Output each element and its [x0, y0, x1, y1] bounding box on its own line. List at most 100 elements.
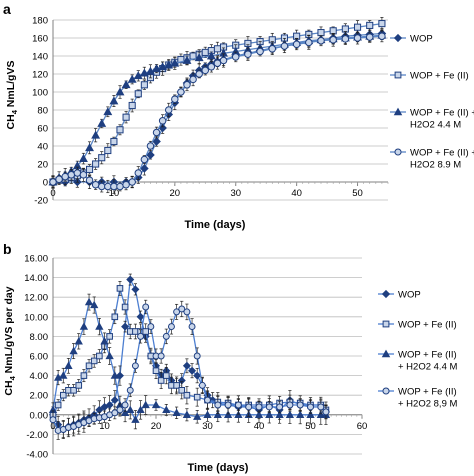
data-point — [353, 34, 362, 42]
data-point — [195, 70, 203, 78]
data-point — [280, 42, 289, 50]
y-tick-label: 4.00 — [30, 371, 49, 382]
legend-label: WOP + Fe (II) — [398, 320, 457, 331]
data-point — [152, 137, 161, 146]
legend-label: WOP + Fe (II) + — [410, 148, 474, 159]
data-point — [79, 153, 88, 162]
data-point — [158, 62, 168, 71]
data-point — [162, 332, 170, 340]
data-point — [61, 172, 69, 181]
x-tick-label: 50 — [305, 421, 316, 432]
data-point — [115, 371, 124, 380]
data-point — [193, 352, 201, 360]
panel-b-series — [48, 273, 331, 440]
data-point — [285, 410, 295, 418]
data-point — [245, 403, 253, 411]
data-point — [219, 56, 228, 65]
data-point — [157, 352, 165, 360]
data-point — [178, 386, 186, 394]
data-point — [73, 169, 82, 177]
legend-label: WOP + Fe (II) — [398, 387, 457, 398]
data-point — [152, 63, 161, 72]
data-point — [121, 80, 131, 89]
data-point — [64, 361, 73, 369]
data-point — [49, 178, 57, 186]
data-point — [146, 142, 155, 150]
y-tick-label: 20 — [37, 160, 48, 171]
data-point — [104, 146, 112, 155]
data-point — [75, 382, 83, 389]
data-point — [103, 107, 113, 116]
data-point — [121, 322, 130, 331]
y-tick-label: 80 — [37, 106, 48, 117]
data-point — [265, 410, 274, 418]
legend-label: + H2O2 8,9 M — [398, 399, 457, 410]
legend-label: WOP + Fe (II) — [398, 350, 457, 361]
data-point — [126, 405, 135, 414]
data-point — [365, 33, 374, 41]
series-2 — [49, 281, 330, 421]
y-tick-label: 180 — [32, 16, 48, 27]
y-tick-label: 60 — [37, 124, 48, 135]
x-tick-label: 50 — [352, 188, 363, 199]
y-tick-label: 120 — [32, 70, 48, 81]
data-point — [193, 371, 202, 380]
data-point — [193, 412, 202, 420]
data-point — [147, 323, 155, 331]
legend-marker — [394, 148, 402, 156]
data-point — [74, 336, 83, 345]
data-point — [95, 322, 104, 330]
data-point — [105, 400, 114, 410]
data-point — [146, 150, 155, 160]
legend-marker — [382, 320, 390, 328]
series-4 — [49, 30, 386, 194]
panel-a-letter: a — [3, 1, 11, 17]
data-point — [116, 406, 124, 414]
panel-b-gridlines — [53, 257, 362, 455]
data-point — [69, 346, 78, 355]
panel-a-ylabel-rest: NmL/gVS — [5, 61, 17, 111]
data-point — [182, 361, 191, 370]
data-point — [96, 352, 103, 360]
panel-b-xlabel: Time (days) — [188, 462, 249, 474]
data-point — [305, 38, 313, 47]
data-point — [167, 323, 175, 331]
data-point — [110, 182, 118, 191]
data-point — [366, 21, 374, 29]
data-point — [329, 36, 337, 44]
data-point — [378, 20, 386, 28]
data-point — [67, 171, 76, 179]
panel-a-ylabel: CH4 NmL/gVS — [5, 61, 19, 130]
data-point — [126, 275, 135, 284]
series-4 — [49, 299, 330, 440]
panel-a-series — [48, 17, 387, 194]
data-point — [100, 336, 109, 345]
data-point — [182, 410, 192, 418]
data-point — [183, 81, 191, 89]
data-point — [322, 408, 330, 416]
data-point — [224, 401, 232, 409]
legend-item: WOP + Fe (II) — [378, 320, 457, 331]
data-point — [353, 23, 362, 31]
data-point — [307, 403, 314, 411]
legend-label: WOP + Fe (II) — [410, 71, 469, 82]
data-point — [146, 66, 155, 75]
data-point — [116, 285, 124, 292]
x-tick-label: 20 — [170, 188, 181, 199]
data-point — [234, 401, 242, 409]
data-point — [178, 305, 186, 313]
data-point — [136, 312, 145, 321]
data-point — [128, 101, 136, 110]
data-point — [317, 36, 325, 45]
data-point — [162, 372, 170, 379]
legend-label: WOP — [398, 290, 421, 301]
data-point — [204, 396, 211, 404]
data-point — [164, 60, 174, 69]
legend-label: + H2O2 4.4 M — [398, 362, 457, 373]
data-point — [140, 155, 149, 164]
y-tick-label: 12.00 — [24, 293, 48, 304]
data-point — [85, 143, 94, 152]
data-point — [198, 381, 206, 389]
